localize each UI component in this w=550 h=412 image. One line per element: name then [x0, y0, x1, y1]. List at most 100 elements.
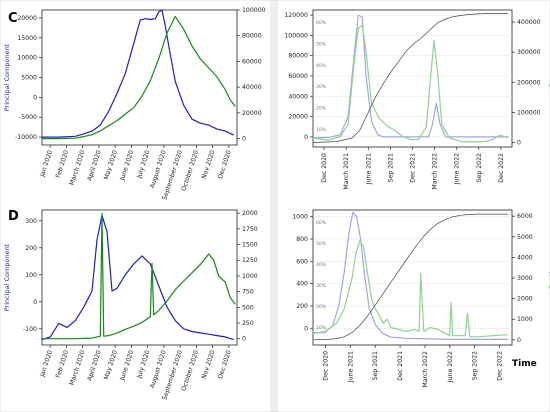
y-tick-label: 0 — [304, 325, 308, 332]
inner-tick-label: 30% — [316, 283, 327, 289]
x-tick-label: Sep 2022 — [476, 153, 483, 182]
y-tick-label: -5000 — [19, 114, 37, 121]
inner-tick-label: 60% — [316, 220, 327, 226]
x-tick-label: August 2020 — [149, 349, 168, 389]
x-tick-label: June 2022 — [454, 153, 461, 185]
series-line — [312, 240, 509, 338]
x-tick-label: Sep 2021 — [372, 351, 379, 380]
x-tick-label: May 2020 — [103, 349, 119, 380]
panel-divider — [270, 0, 278, 412]
y-axis-label: Principal Component — [3, 243, 11, 311]
x-tick-label: July 2020 — [136, 149, 152, 180]
y-right-tick-label: 1000 — [517, 316, 533, 323]
plot-frame — [312, 209, 513, 346]
y-right-tick-label: 0 — [242, 336, 246, 343]
y-tick-label: 120000 — [284, 12, 308, 19]
x-tick-label: Jan 2020 — [39, 149, 54, 178]
y-right-tick-label: 1250 — [242, 257, 258, 264]
plot-frame — [41, 209, 238, 346]
x-tick-label: Jan 2020 — [39, 349, 54, 378]
y-tick-label: 80000 — [288, 53, 308, 60]
inner-tick-label: 20% — [316, 304, 327, 310]
y-right-tick-label: 0 — [242, 136, 246, 143]
inner-tick-label: 20% — [316, 106, 327, 112]
series-line — [312, 13, 509, 143]
x-tick-label: Feb 2020 — [55, 349, 71, 378]
x-tick-label: March 2021 — [343, 153, 350, 190]
x-tick-label: June 2021 — [347, 351, 354, 383]
inner-tick-label: 50% — [316, 41, 327, 47]
x-tick-label: Sep 2021 — [387, 153, 394, 182]
series-line — [42, 15, 236, 140]
plot-frame — [41, 9, 238, 146]
series-line — [312, 213, 509, 341]
y-tick-label: 20000 — [17, 15, 37, 22]
x-tick-label: October 2020 — [180, 349, 200, 392]
y-right-tick-label: 1000 — [242, 273, 258, 280]
y-right-tick-label: 100000 — [517, 109, 541, 116]
x-tick-label: Sep 2022 — [472, 351, 479, 380]
y-right-tick-label: 3000 — [517, 275, 533, 282]
inner-tick-label: 50% — [316, 241, 327, 247]
y-tick-label: 0 — [33, 94, 37, 101]
series-line — [312, 24, 509, 143]
y-right-tick-label: 500 — [242, 304, 254, 311]
y-right-tick-label: 2000 — [242, 210, 258, 217]
y-right-tick-label: 300000 — [517, 49, 541, 56]
y-right-tick-label: 1750 — [242, 226, 258, 233]
x-tick-label: June 2020 — [119, 349, 136, 382]
chart-d-left: -100 0 100 200 300 0 250 500 750 1000 1250 1500 1750… — [3, 209, 258, 401]
inner-tick-label: 30% — [316, 84, 327, 90]
panel-label-d: D — [8, 209, 19, 224]
x-tick-label: Dec 2021 — [410, 153, 417, 183]
x-tick-label: Dec 2020 — [217, 349, 233, 379]
x-tick-label: March 2020 — [69, 149, 87, 186]
x-tick-label: June 2022 — [447, 351, 454, 383]
x-tick-label: August 2020 — [149, 149, 168, 189]
x-tick-label: May 2020 — [103, 149, 119, 180]
y-right-tick-label: 250 — [242, 320, 254, 327]
x-tick-label: April 2020 — [86, 149, 103, 182]
series-line — [41, 214, 234, 341]
y-right-tick-label: 6000 — [517, 213, 533, 220]
x-tick-label: Nov 2020 — [201, 349, 217, 380]
y-right-tick-label: 400000 — [517, 19, 541, 26]
y-tick-label: 1000 — [292, 214, 308, 221]
y-tick-label: 5000 — [21, 75, 37, 82]
series-line — [42, 9, 234, 138]
x-tick-label: March 2020 — [69, 349, 87, 386]
x-tick-label: October 2020 — [180, 149, 200, 192]
inner-tick-label: 10% — [316, 127, 327, 133]
time-label: Time — [512, 359, 537, 369]
y-tick-label: 400 — [296, 281, 308, 288]
y-right-tick-label: 40000 — [242, 84, 262, 91]
x-tick-label: April 2020 — [86, 349, 103, 382]
y-tick-label: 40000 — [288, 93, 308, 100]
x-tick-label: June 2021 — [365, 153, 372, 185]
x-tick-label: Dec 2021 — [397, 351, 404, 381]
y-right-tick-label: 60000 — [242, 58, 262, 65]
y-tick-label: 800 — [296, 236, 308, 243]
y-right-tick-label: 100000 — [242, 7, 266, 14]
series-line — [42, 212, 236, 340]
x-tick-label: Dec 2022 — [498, 153, 505, 183]
plot-frame — [312, 9, 513, 148]
x-tick-label: Dec 2020 — [217, 149, 233, 179]
y-tick-label: 60000 — [288, 73, 308, 80]
y-tick-label: 100 — [25, 272, 37, 279]
chart-d-right: 0 200 400 600 800 1000 0 1000 2000 3000 4000 5000 60… — [292, 209, 550, 388]
x-tick-label: Dec 2022 — [497, 351, 504, 381]
inner-tick-label: 40% — [316, 262, 327, 268]
y-right-tick-label: 1500 — [242, 242, 258, 249]
series-line — [312, 14, 509, 139]
y-right-tick-label: 20000 — [242, 110, 262, 117]
y-tick-label: 0 — [33, 299, 37, 306]
x-tick-label: Dec 2020 — [322, 351, 329, 381]
y-tick-label: 100000 — [284, 32, 308, 39]
inner-tick-label: 60% — [316, 20, 327, 26]
chart-c-left: -10000 -5000 0 5000 10000 15000 20000 0 20000 400… — [3, 7, 266, 201]
y-right-tick-label: 2000 — [517, 296, 533, 303]
y-right-tick-label: 5000 — [517, 234, 533, 241]
y-axis-label: Principal Component — [3, 43, 11, 111]
